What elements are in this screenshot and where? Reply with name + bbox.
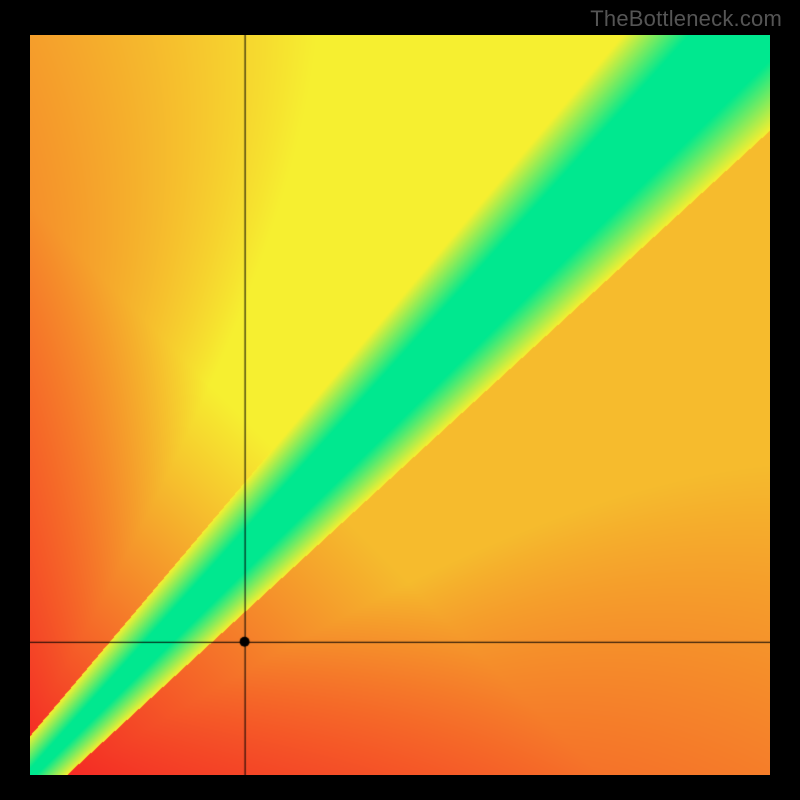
heatmap-plot: [30, 35, 770, 775]
heatmap-canvas: [30, 35, 770, 775]
chart-container: TheBottleneck.com: [0, 0, 800, 800]
watermark-text: TheBottleneck.com: [590, 6, 782, 32]
